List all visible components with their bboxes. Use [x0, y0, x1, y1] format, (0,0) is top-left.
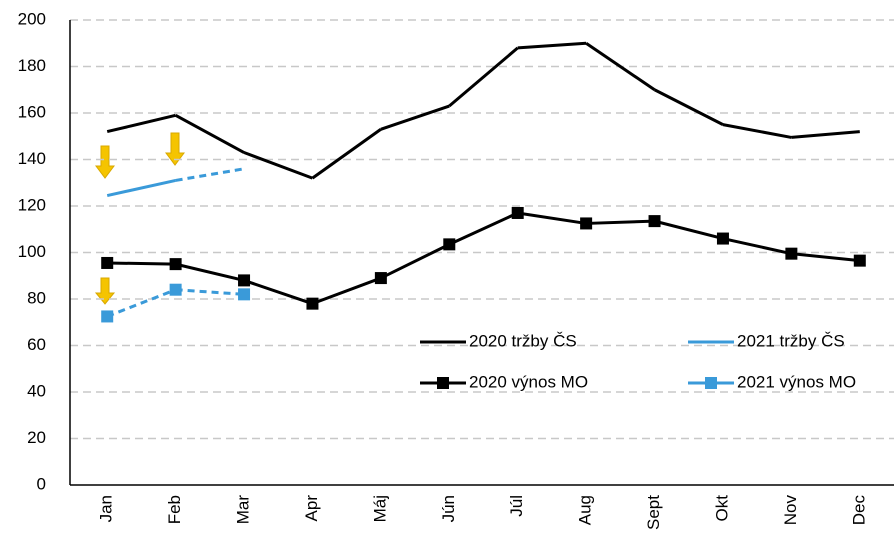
line-segment — [174, 114, 245, 154]
y-tick-label: 80 — [27, 288, 46, 307]
line-segment — [791, 130, 860, 139]
marker — [511, 206, 524, 219]
line-segment — [517, 211, 587, 225]
line-segment — [311, 276, 382, 306]
x-tick-label: Máj — [370, 495, 389, 522]
legend-marker — [705, 377, 717, 389]
marker — [374, 272, 387, 285]
line-segment — [654, 219, 724, 241]
marker — [580, 217, 593, 230]
line-segment — [106, 113, 176, 134]
x-tick-label: Feb — [165, 495, 184, 524]
line-segment — [175, 167, 245, 182]
x-tick-label: Dec — [849, 495, 868, 526]
x-tick-label: Júl — [507, 495, 526, 517]
line-segment — [586, 219, 655, 225]
marker — [101, 256, 114, 269]
legend-label: 2020 výnos MO — [469, 372, 588, 391]
y-tick-label: 20 — [27, 428, 46, 447]
x-tick-label: Jún — [439, 495, 458, 522]
y-tick-label: 140 — [18, 149, 46, 168]
line-segment — [517, 41, 587, 50]
y-tick-label: 120 — [18, 195, 46, 214]
line-segment — [311, 128, 382, 180]
y-tick-label: 200 — [18, 9, 46, 28]
y-tick-label: 100 — [18, 242, 46, 261]
line-segment — [585, 42, 656, 91]
marker — [169, 258, 182, 271]
x-tick-label: Apr — [302, 495, 321, 522]
marker — [238, 274, 251, 287]
line-segment — [791, 252, 860, 263]
marker — [853, 254, 866, 267]
y-tick-label: 180 — [18, 56, 46, 75]
line-segment — [175, 262, 245, 282]
x-tick-label: Sept — [644, 495, 663, 530]
legend-label: 2021 tržby ČS — [737, 331, 845, 350]
down-arrow — [95, 145, 115, 179]
line-segment — [448, 211, 519, 246]
x-tick-label: Okt — [712, 495, 731, 522]
x-tick-label: Aug — [576, 495, 595, 525]
line-segment — [175, 288, 245, 296]
line-segment — [448, 46, 519, 108]
marker — [169, 283, 182, 296]
marker — [648, 215, 661, 228]
line-segment — [653, 88, 724, 126]
marker — [716, 232, 729, 245]
legend-label: 2020 tržby ČS — [469, 331, 577, 350]
legend-marker — [437, 377, 449, 389]
y-tick-label: 0 — [37, 474, 46, 493]
line-segment — [380, 243, 450, 280]
x-tick-label: Nov — [781, 495, 800, 526]
legend-label: 2021 výnos MO — [737, 372, 856, 391]
y-tick-label: 160 — [18, 102, 46, 121]
y-tick-label: 40 — [27, 381, 46, 400]
marker — [101, 310, 114, 323]
marker — [785, 247, 798, 260]
marker — [306, 297, 319, 310]
line-segment — [722, 123, 792, 139]
x-tick-label: Jan — [97, 495, 116, 522]
marker — [238, 288, 251, 301]
down-arrow — [94, 277, 116, 305]
line-segment — [106, 288, 177, 318]
y-tick-label: 60 — [27, 335, 46, 354]
line-segment — [722, 237, 792, 256]
line-segment — [243, 151, 313, 180]
x-tick-label: Mar — [234, 495, 253, 525]
arrows — [94, 132, 185, 305]
line-segment — [106, 178, 176, 198]
line-segment — [380, 104, 450, 131]
line-segment — [243, 278, 313, 306]
marker — [443, 238, 456, 251]
line-segment — [107, 261, 176, 266]
